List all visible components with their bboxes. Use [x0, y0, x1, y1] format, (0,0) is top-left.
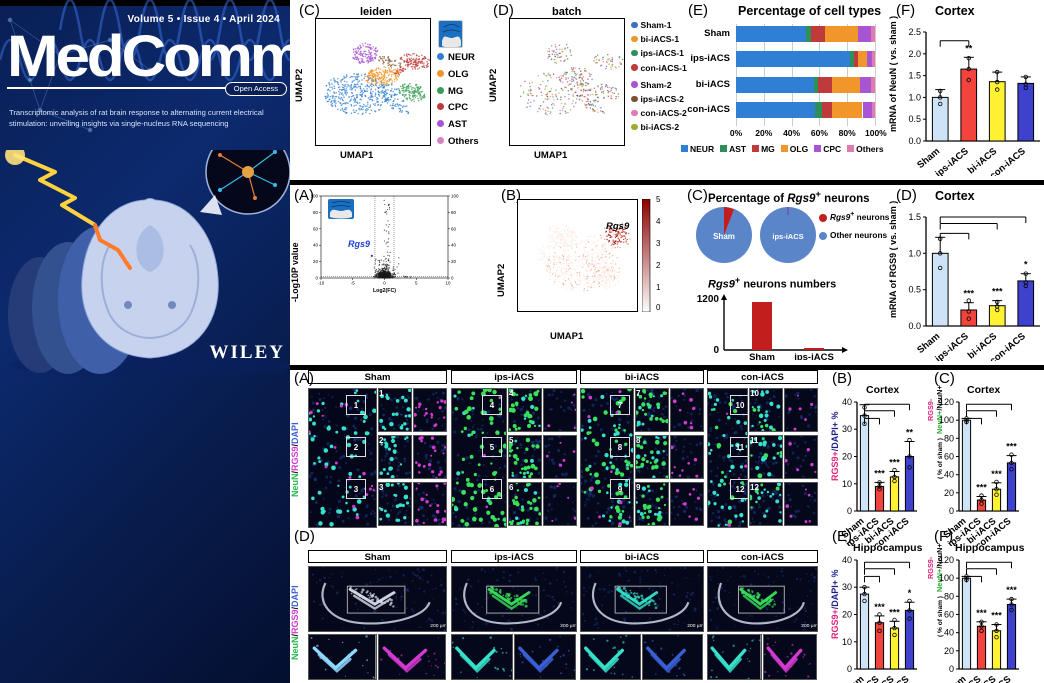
svg-text:100: 100 [310, 194, 318, 199]
svg-text:0: 0 [315, 276, 318, 281]
svg-text:2.5: 2.5 [908, 27, 921, 37]
svg-text:60: 60 [313, 226, 319, 231]
svg-text:20: 20 [313, 259, 319, 264]
svg-text:0.0: 0.0 [908, 321, 921, 331]
svg-text:0.0: 0.0 [908, 136, 921, 146]
svg-text:1.5: 1.5 [908, 71, 921, 81]
svg-text:1200: 1200 [697, 294, 720, 305]
svg-text:Sham: Sham [749, 352, 775, 360]
svg-text:ips-iACS: ips-iACS [794, 352, 834, 360]
svg-text:WILEY: WILEY [210, 342, 285, 363]
svg-text:0: 0 [713, 345, 719, 356]
svg-text:0: 0 [451, 276, 454, 281]
svg-text:Sham: Sham [713, 232, 735, 241]
svg-text:*: * [1024, 260, 1028, 270]
svg-text:ips-iACS: ips-iACS [772, 232, 803, 241]
svg-text:100: 100 [451, 194, 459, 199]
svg-text:1.0: 1.0 [908, 92, 921, 102]
svg-text:80: 80 [313, 210, 319, 215]
svg-text:1.0: 1.0 [908, 248, 921, 258]
svg-text:0.5: 0.5 [908, 114, 921, 124]
svg-text:40: 40 [313, 243, 319, 248]
svg-text:***: *** [992, 287, 1003, 297]
svg-text:0: 0 [383, 281, 386, 286]
svg-text:2.0: 2.0 [908, 49, 921, 59]
svg-text:ips-iACS: ips-iACS [933, 146, 970, 176]
svg-text:5: 5 [415, 281, 418, 286]
svg-text:-10: -10 [318, 281, 325, 286]
svg-text:40: 40 [451, 243, 457, 248]
svg-text:0.5: 0.5 [908, 285, 921, 295]
svg-text:Log2(FC): Log2(FC) [373, 288, 396, 293]
svg-text:ips-iACS: ips-iACS [933, 331, 970, 361]
svg-text:***: *** [964, 289, 975, 299]
svg-text:1.5: 1.5 [908, 212, 921, 222]
svg-text:20: 20 [451, 259, 457, 264]
svg-text:80: 80 [451, 210, 457, 215]
svg-text:-5: -5 [351, 281, 355, 286]
svg-text:10: 10 [445, 281, 451, 286]
svg-text:60: 60 [451, 226, 457, 231]
